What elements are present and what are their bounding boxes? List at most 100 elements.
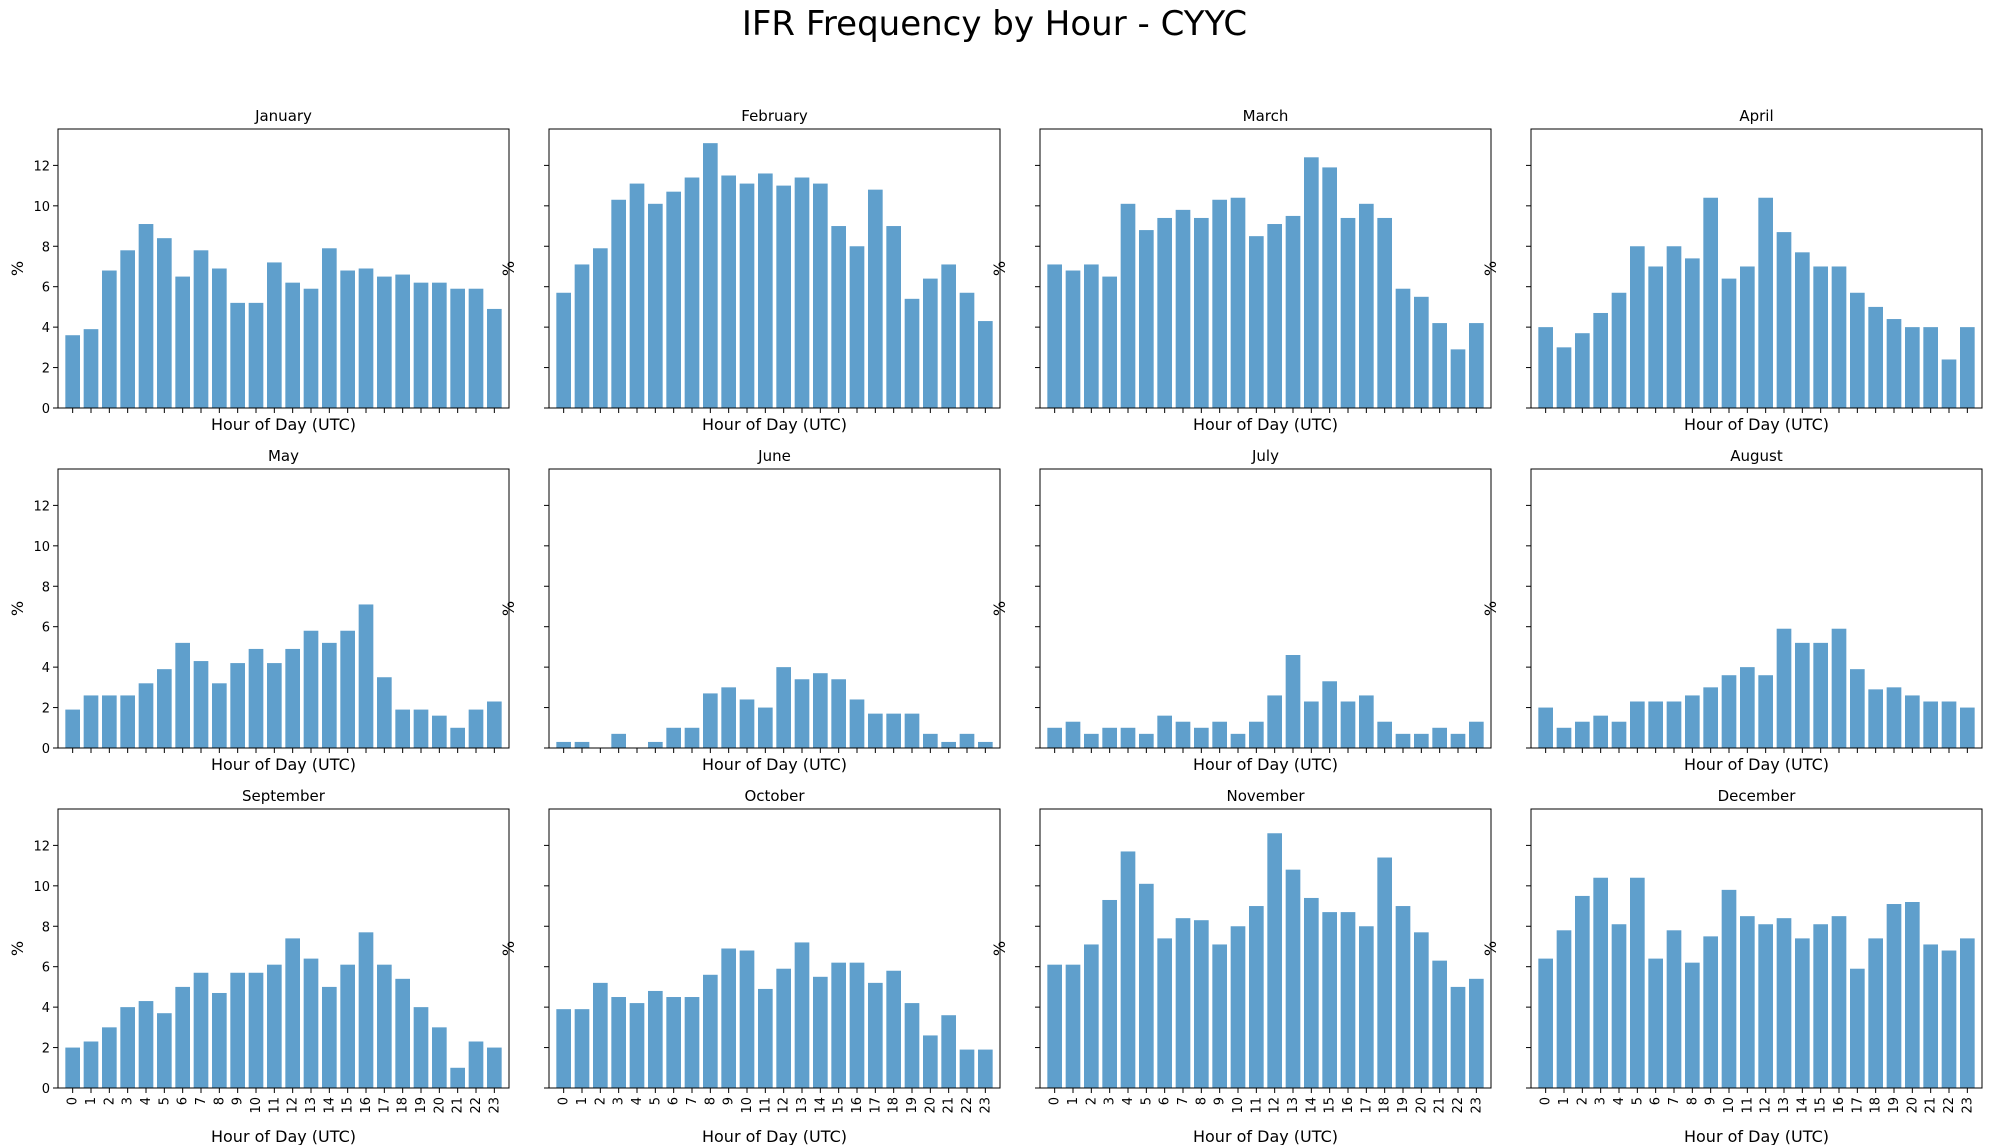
bar-june-16: [849, 699, 865, 748]
bar-november-4: [1120, 851, 1136, 1088]
bar-january-23: [487, 308, 502, 408]
bar-june-18: [886, 713, 901, 748]
bar-april-19: [1886, 319, 1902, 408]
bar-june-17: [868, 713, 883, 748]
x-tick-label: 19: [1887, 1097, 1902, 1114]
bar-april-13: [1776, 232, 1792, 408]
y-tick-label: 0: [42, 742, 50, 757]
bar-august-22: [1941, 701, 1957, 748]
bar-april-22: [1941, 359, 1957, 408]
plot-frame: [548, 128, 1001, 409]
y-tick-label: 2: [42, 362, 50, 377]
bar-september-14: [322, 986, 337, 1088]
bar-january-16: [358, 268, 374, 408]
bar-may-22: [468, 709, 484, 748]
x-axis-label: Hour of Day (UTC): [702, 755, 847, 774]
bar-june-3: [611, 733, 626, 748]
y-tick-label: 12: [33, 159, 50, 174]
bar-december-5: [1630, 877, 1645, 1088]
bar-september-6: [175, 986, 190, 1088]
bar-december-2: [1575, 895, 1590, 1088]
bar-august-16: [1831, 628, 1847, 748]
x-tick-label: 11: [1249, 1097, 1264, 1114]
bar-january-8: [212, 268, 227, 408]
bar-july-18: [1377, 721, 1392, 748]
bar-may-19: [413, 709, 429, 748]
bar-july-9: [1212, 721, 1227, 748]
bar-january-13: [303, 288, 319, 408]
bar-january-0: [65, 335, 80, 408]
x-tick-label: 10: [249, 1097, 264, 1114]
bar-november-9: [1212, 944, 1227, 1088]
subplot-title: June: [757, 447, 791, 465]
x-tick-label: 7: [1667, 1097, 1682, 1105]
subplot-august: August% Hour of Day (UTC): [1481, 447, 1983, 774]
bar-august-9: [1703, 687, 1718, 748]
bar-september-8: [212, 992, 227, 1088]
bar-march-11: [1249, 236, 1264, 408]
x-tick-label: 8: [1685, 1097, 1700, 1105]
bar-december-23: [1960, 938, 1975, 1088]
x-tick-label: 4: [1612, 1097, 1627, 1105]
bar-january-17: [377, 276, 392, 408]
y-tick-label: 6: [42, 621, 50, 636]
x-tick-label: 13: [1286, 1097, 1301, 1114]
bar-september-15: [340, 964, 355, 1088]
bar-september-11: [267, 964, 282, 1088]
bar-june-22: [959, 733, 975, 748]
bar-november-1: [1065, 964, 1081, 1088]
bar-october-3: [611, 997, 626, 1088]
subplot-title: April: [1739, 107, 1773, 125]
bar-june-8: [703, 693, 718, 748]
bar-march-17: [1359, 203, 1374, 408]
bar-march-14: [1304, 157, 1319, 408]
bar-march-9: [1212, 199, 1227, 408]
bar-august-10: [1721, 675, 1737, 748]
y-axis-label: %: [990, 941, 1009, 956]
bar-july-15: [1322, 681, 1337, 748]
x-axis-label: Hour of Day (UTC): [702, 1127, 847, 1145]
subplot-title: January: [254, 107, 312, 125]
bar-august-6: [1648, 701, 1663, 748]
plot-frame: [1039, 468, 1492, 749]
x-tick-label: 14: [1795, 1097, 1810, 1114]
bar-september-9: [230, 972, 245, 1088]
x-tick-label: 23: [1960, 1097, 1975, 1114]
y-tick-label: 12: [33, 839, 50, 854]
bar-july-6: [1157, 715, 1172, 748]
subplot-november: November%0 1 2 3 4 5 6 7 8 9 10 11 12 13 14 15 16 17 18 19 2…: [990, 787, 1492, 1145]
bar-april-1: [1556, 347, 1572, 408]
bar-july-17: [1359, 695, 1374, 748]
bar-november-10: [1230, 926, 1246, 1088]
bar-february-19: [904, 298, 920, 408]
bar-october-13: [794, 942, 810, 1088]
plot-frame: [548, 468, 1001, 749]
x-tick-label: 4: [630, 1097, 645, 1105]
bar-february-2: [593, 248, 608, 408]
x-tick-label: 20: [1414, 1097, 1429, 1114]
bar-may-1: [83, 695, 99, 748]
bar-july-14: [1304, 701, 1319, 748]
x-tick-label: 2: [1575, 1097, 1590, 1105]
bar-october-9: [721, 948, 736, 1088]
plot-frame: [1530, 128, 1983, 409]
x-tick-label: 6: [176, 1097, 191, 1105]
bar-october-16: [849, 962, 865, 1088]
bar-february-7: [684, 177, 700, 408]
x-tick-label: 1: [84, 1097, 99, 1105]
bar-march-5: [1139, 230, 1154, 408]
x-tick-label: 16: [1341, 1097, 1356, 1114]
bar-april-11: [1740, 266, 1755, 408]
bar-february-21: [941, 264, 956, 408]
bar-january-19: [413, 282, 429, 408]
bar-october-22: [959, 1049, 975, 1088]
y-tick-label: 10: [33, 200, 50, 215]
x-tick-label: 17: [1850, 1097, 1865, 1114]
bar-january-11: [267, 262, 282, 408]
x-tick-label: 16: [1832, 1097, 1847, 1114]
bar-october-0: [556, 1009, 571, 1088]
bar-january-4: [138, 224, 154, 408]
bar-march-23: [1469, 323, 1484, 408]
bar-may-2: [102, 695, 117, 748]
bar-july-3: [1102, 727, 1117, 748]
